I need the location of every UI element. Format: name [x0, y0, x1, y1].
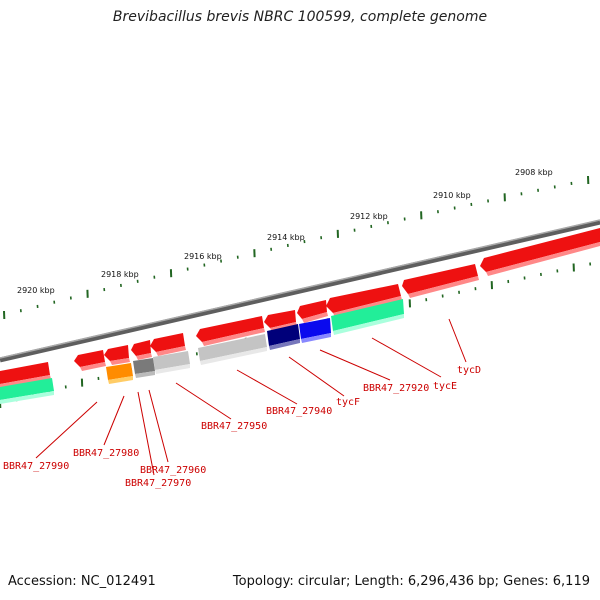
cds-arrow[interactable] [402, 264, 478, 294]
gene-bar-orange[interactable] [106, 363, 133, 380]
leader-tycF [288, 356, 345, 397]
cds-arrow[interactable] [480, 228, 600, 272]
cds-arrow-shade [486, 242, 600, 276]
gene-label-tycE[interactable]: tycE [433, 381, 457, 392]
gene-label-BBR47_27990[interactable]: BBR47_27990 [3, 461, 69, 472]
gene-label-BBR47_27920[interactable]: BBR47_27920 [363, 383, 429, 394]
cds-arrow-shade [302, 312, 328, 323]
kbp-label-2920: 2920 kbp [17, 286, 55, 295]
cds-arrow[interactable] [297, 300, 327, 319]
leader-BBR47_27920 [319, 349, 391, 381]
cds-arrow-shade [136, 353, 152, 360]
kbp-label-2908: 2908 kbp [515, 168, 553, 177]
cds-arrow[interactable] [150, 333, 185, 352]
cds-arrow-shade [0, 375, 51, 388]
leader-tycD [448, 318, 467, 363]
scale-labels: 2908 kbp 2910 kbp 2912 kbp 2914 kbp 2916… [17, 168, 553, 295]
gene-bar-darkgray[interactable] [133, 358, 155, 374]
gene-bar-gray[interactable] [198, 334, 267, 361]
cds-arrow[interactable] [264, 310, 296, 328]
kbp-label-2910: 2910 kbp [433, 191, 471, 200]
cds-arrow[interactable] [104, 345, 129, 361]
gene-label-BBR47_27980[interactable]: BBR47_27980 [73, 448, 139, 459]
accession-text: Accession: NC_012491 [8, 574, 156, 589]
gene-label-BBR47_27970[interactable]: BBR47_27970 [125, 478, 191, 489]
leader-BBR47_27960 [148, 389, 169, 463]
scale-ticks [3, 175, 590, 320]
leader-tycE [371, 337, 442, 378]
cds-arrow-shade [408, 276, 479, 298]
gene-bar-gray-shade [200, 347, 267, 365]
gene-bar-navy-shade [269, 339, 300, 350]
gene-bar-cyan-shade [0, 391, 54, 404]
gene-bar-gray[interactable] [153, 351, 190, 370]
gene-bar-cyan-shade [333, 314, 404, 335]
leader-BBR47_27980 [103, 395, 125, 446]
gene-bar-cyan[interactable] [331, 299, 404, 331]
leader-BBR47_27940 [236, 369, 298, 405]
gene-label-BBR47_27960[interactable]: BBR47_27960 [140, 465, 206, 476]
gene-label-tycF[interactable]: tycF [336, 397, 360, 408]
label-leaders [35, 318, 467, 476]
leader-BBR47_27970 [137, 391, 155, 476]
gene-labels: tycD tycE BBR47_27920 tycF BBR47_27940 B… [3, 365, 481, 489]
leader-BBR47_27950 [175, 382, 232, 420]
genome-backbone [0, 219, 600, 363]
cds-arrow-shade [202, 328, 265, 346]
cds-arrow[interactable] [326, 284, 401, 313]
cds-arrow[interactable] [131, 340, 151, 356]
gene-lane-lower [0, 299, 404, 404]
map-title: Brevibacillus brevis NBRC 100599, comple… [112, 9, 488, 25]
gene-bar-navy[interactable] [267, 324, 300, 346]
cds-arrow[interactable] [74, 350, 105, 367]
gene-bar-darkgray-shade [135, 371, 155, 378]
cds-arrow[interactable] [196, 316, 264, 342]
gene-label-BBR47_27950[interactable]: BBR47_27950 [201, 421, 267, 432]
genome-backbone-highlight [0, 219, 600, 359]
gene-label-BBR47_27940[interactable]: BBR47_27940 [266, 406, 332, 417]
cds-arrow-shade [156, 346, 186, 356]
cds-arrow-shade [110, 358, 130, 365]
kbp-label-2918: 2918 kbp [101, 270, 139, 279]
gene-bar-orange-shade [108, 376, 133, 384]
kbp-label-2912: 2912 kbp [350, 212, 388, 221]
gene-bar-blue[interactable] [299, 318, 331, 339]
kbp-label-2914: 2914 kbp [267, 233, 305, 242]
cds-arrow[interactable] [0, 362, 50, 384]
gene-bar-gray-shade [155, 364, 190, 374]
kbp-label-2916: 2916 kbp [184, 252, 222, 261]
gene-label-tycD[interactable]: tycD [457, 365, 481, 376]
cds-arrow-shade [80, 362, 106, 371]
gene-bar-blue-shade [301, 333, 331, 343]
gene-bar-cyan[interactable] [0, 378, 54, 400]
leader-BBR47_27990 [35, 401, 98, 459]
genome-stats-text: Topology: circular; Length: 6,296,436 bp… [232, 574, 590, 589]
cds-lane-upper [0, 228, 600, 388]
